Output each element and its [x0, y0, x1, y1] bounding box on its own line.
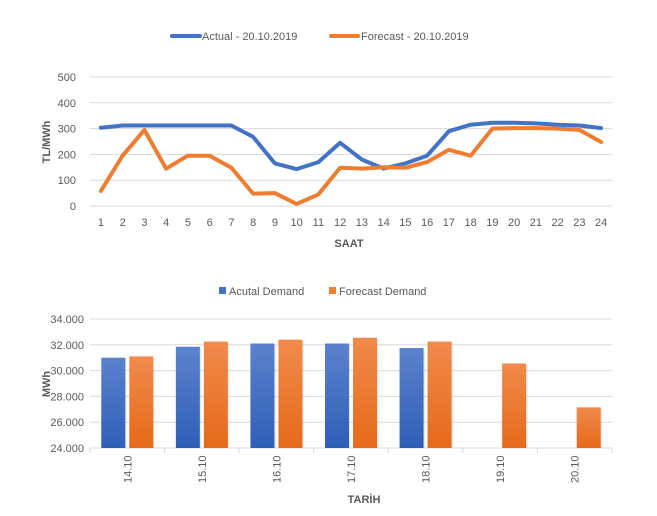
x-tick-label: 10 [291, 217, 303, 229]
legend-label-actual: Actual - 20.10.2019 [202, 31, 297, 43]
bar-chart-x-axis-title: TARİH [348, 493, 381, 506]
y-tick-label: 28.000 [50, 391, 84, 403]
y-tick-label: 26.000 [50, 417, 84, 429]
x-tick-label: 15.10 [197, 455, 209, 483]
x-tick-label: 17 [443, 217, 455, 229]
x-tick-label: 7 [228, 217, 234, 229]
x-tick-label: 9 [272, 217, 278, 229]
bar-actual-demand [250, 343, 275, 448]
x-tick-label: 11 [313, 217, 324, 229]
x-tick-label: 14 [378, 217, 390, 229]
bar-actual-demand [101, 357, 126, 448]
x-tick-label: 4 [163, 217, 169, 229]
line-chart-x-axis-title: SAAT [334, 238, 363, 250]
y-tick-label: 500 [58, 72, 76, 84]
bar-actual-demand [399, 348, 424, 448]
line-chart-x-ticks: 1 2 3 4 5 6 7 8 9 10 11 12 13 14 15 16 17 18 19 20 21 22 23 24 [98, 217, 607, 229]
x-tick-label: 12 [334, 217, 346, 229]
x-tick-label: 15 [399, 217, 411, 229]
x-tick-label: 19 [486, 217, 498, 229]
bar-forecast-demand [353, 337, 377, 448]
bar-chart-x-ticks: 14.10 15.10 16.10 17.10 18.10 19.10 20.10 [122, 455, 581, 483]
line-chart-y-axis-title: TL/MWh [41, 120, 53, 163]
x-tick-label: 16 [421, 217, 433, 229]
x-tick-label: 20 [508, 217, 520, 229]
y-tick-label: 400 [58, 98, 76, 110]
x-tick-label: 6 [207, 217, 213, 229]
legend-label-actual-demand: Acutal Demand [229, 286, 304, 298]
y-tick-label: 100 [58, 175, 76, 187]
bar-forecast-demand [576, 407, 601, 448]
bar-actual-demand [175, 346, 200, 448]
x-tick-label: 2 [120, 217, 126, 229]
bar-chart-y-ticks: 24.000 26.000 28.000 30.000 32.000 34.000 [50, 314, 84, 455]
x-tick-label: 14.10 [122, 455, 134, 483]
x-tick-label: 1 [98, 217, 104, 229]
x-tick-label: 16.10 [271, 455, 283, 483]
legend-label-forecast-demand: Forecast Demand [339, 286, 426, 298]
bar-chart-legend: Acutal Demand Forecast Demand [219, 286, 426, 298]
x-tick-label: 18.10 [421, 455, 433, 483]
y-tick-label: 200 [58, 149, 76, 161]
legend-swatch-actual-demand [219, 287, 226, 294]
legend-swatch-forecast-demand [329, 287, 336, 294]
x-tick-label: 13 [356, 217, 368, 229]
x-tick-label: 3 [141, 217, 147, 229]
bar-chart-bars [101, 337, 603, 448]
legend-label-forecast: Forecast - 20.10.2019 [361, 31, 469, 43]
bar-chart: Acutal Demand Forecast Demand 24.000 26.0… [41, 286, 613, 506]
y-tick-label: 30.000 [50, 366, 84, 378]
y-tick-label: 34.000 [50, 314, 84, 326]
x-tick-label: 5 [185, 217, 191, 229]
x-tick-label: 23 [573, 217, 585, 229]
x-tick-label: 22 [552, 217, 564, 229]
x-tick-label: 18 [465, 217, 477, 229]
line-chart-legend: Actual - 20.10.2019 Forecast - 20.10.201… [170, 31, 469, 43]
x-tick-label: 17.10 [346, 455, 358, 483]
x-tick-label: 21 [530, 217, 542, 229]
series-line-actual [98, 120, 604, 172]
y-tick-label: 0 [70, 201, 76, 213]
bar-forecast-demand [502, 363, 527, 448]
x-tick-label: 20.10 [570, 455, 582, 483]
bar-forecast-demand [278, 339, 303, 448]
line-chart-gridlines [90, 76, 612, 207]
line-chart-y-ticks: 0 100 200 300 400 500 [58, 72, 76, 213]
y-tick-label: 24.000 [50, 443, 84, 455]
x-tick-label: 19.10 [495, 455, 507, 483]
x-tick-label: 24 [595, 217, 607, 229]
y-tick-label: 32.000 [50, 340, 84, 352]
bar-actual-demand [325, 343, 349, 448]
bar-forecast-demand [129, 356, 154, 448]
bar-forecast-demand [427, 341, 452, 448]
bar-chart-gridlines [89, 318, 613, 453]
series-line-forecast [98, 126, 604, 206]
bar-forecast-demand [203, 341, 228, 448]
y-tick-label: 300 [58, 124, 76, 136]
line-chart-series [98, 120, 604, 206]
line-chart: Actual - 20.10.2019 Forecast - 20.10.201… [41, 31, 612, 250]
x-tick-label: 8 [250, 217, 256, 229]
bar-chart-y-axis-title: MWh [41, 371, 53, 398]
